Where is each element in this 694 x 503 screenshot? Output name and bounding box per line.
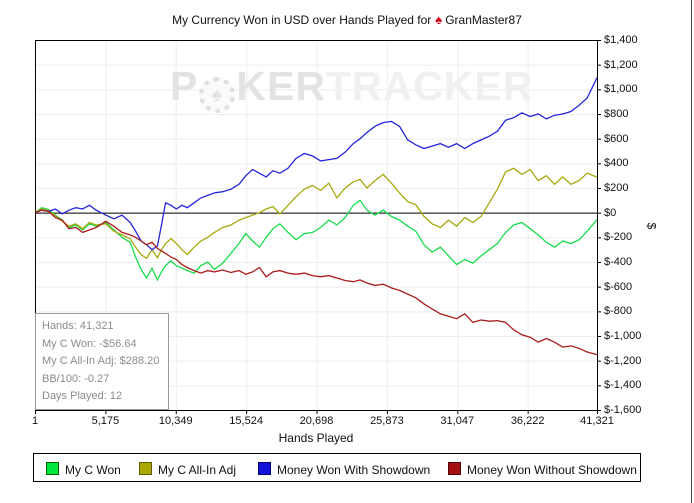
y-tick-label: $200 <box>604 182 629 194</box>
pokertracker-watermark: P ♠ KERTRACKER <box>170 63 534 113</box>
chart-title: My Currency Won in USD over Hands Played… <box>0 12 694 27</box>
pokerstars-spade-icon: ♠ <box>435 12 443 27</box>
y-tick-label: $-800 <box>604 305 633 318</box>
panel-divider <box>691 0 692 503</box>
y-axis-title: $ <box>644 222 659 230</box>
y-tick-label: $-1,000 <box>604 330 642 342</box>
x-axis-title: Hands Played <box>278 431 354 445</box>
watermark-text-tracker: TRACKER <box>325 63 534 109</box>
info-all-in-adj: My C All-In Adj: $288.20 <box>42 355 160 368</box>
player-name: GranMaster87 <box>445 13 522 27</box>
y-tick-label: $-600 <box>604 280 633 293</box>
legend-item-my-c-won[interactable]: My C Won <box>46 461 121 477</box>
y-tick-label: $800 <box>604 108 629 120</box>
y-tick-label: $1,400 <box>604 34 638 46</box>
y-tick-label: $-1,200 <box>604 354 642 367</box>
legend-item-with-showdown[interactable]: Money Won With Showdown <box>258 461 430 477</box>
info-my-c-won: My C Won: -$56.64 <box>42 337 137 350</box>
y-tick-label: $0 <box>604 206 617 219</box>
y-tick-label: $400 <box>604 157 629 170</box>
info-hands: Hands: 41,321 <box>42 320 114 332</box>
legend-swatch-darkred <box>448 462 461 475</box>
x-tick-label: 15,524 <box>229 415 263 427</box>
legend: My C Won My C All-In Adj Money Won With … <box>33 453 641 482</box>
x-tick-label: 20,698 <box>299 415 334 427</box>
x-tick-label: 41,321 <box>580 415 614 427</box>
x-tick-label: 5,175 <box>91 415 120 427</box>
legend-swatch-blue <box>258 462 271 475</box>
series-line-my-c-won <box>34 199 598 282</box>
y-tick-label: $-1,400 <box>604 379 642 392</box>
y-tick-label: $1,200 <box>604 58 638 71</box>
y-tick-label: $-1,600 <box>604 404 642 416</box>
x-tick-label: 10,349 <box>158 415 193 427</box>
y-tick-label: $1,000 <box>604 83 638 96</box>
x-tick-label: 31,047 <box>440 415 475 427</box>
series-line-my-c-all-in-adj <box>34 167 598 260</box>
y-tick-label: $-200 <box>604 231 633 244</box>
y-tick-label: $600 <box>604 132 629 145</box>
x-tick-label: 25,873 <box>370 415 404 427</box>
poker-chip-icon: ♠ <box>199 77 236 113</box>
info-days-played: Days Played: 12 <box>42 390 123 403</box>
hover-info-box: Hands: 41,321 My C Won: -$56.64 My C All… <box>35 313 169 410</box>
y-tick-label: $-400 <box>604 256 633 268</box>
legend-item-without-showdown[interactable]: Money Won Without Showdown <box>448 461 637 477</box>
x-tick-label: 1 <box>31 415 39 427</box>
info-bb100: BB/100: -0.27 <box>42 372 110 385</box>
x-tick-label: 36,222 <box>510 415 545 427</box>
chart-title-text: My Currency Won in USD over Hands Played… <box>172 13 432 27</box>
legend-swatch-green <box>46 462 59 475</box>
legend-item-all-in-adj[interactable]: My C All-In Adj <box>139 461 236 477</box>
watermark-text: P <box>170 63 199 109</box>
legend-swatch-olive <box>139 462 152 475</box>
